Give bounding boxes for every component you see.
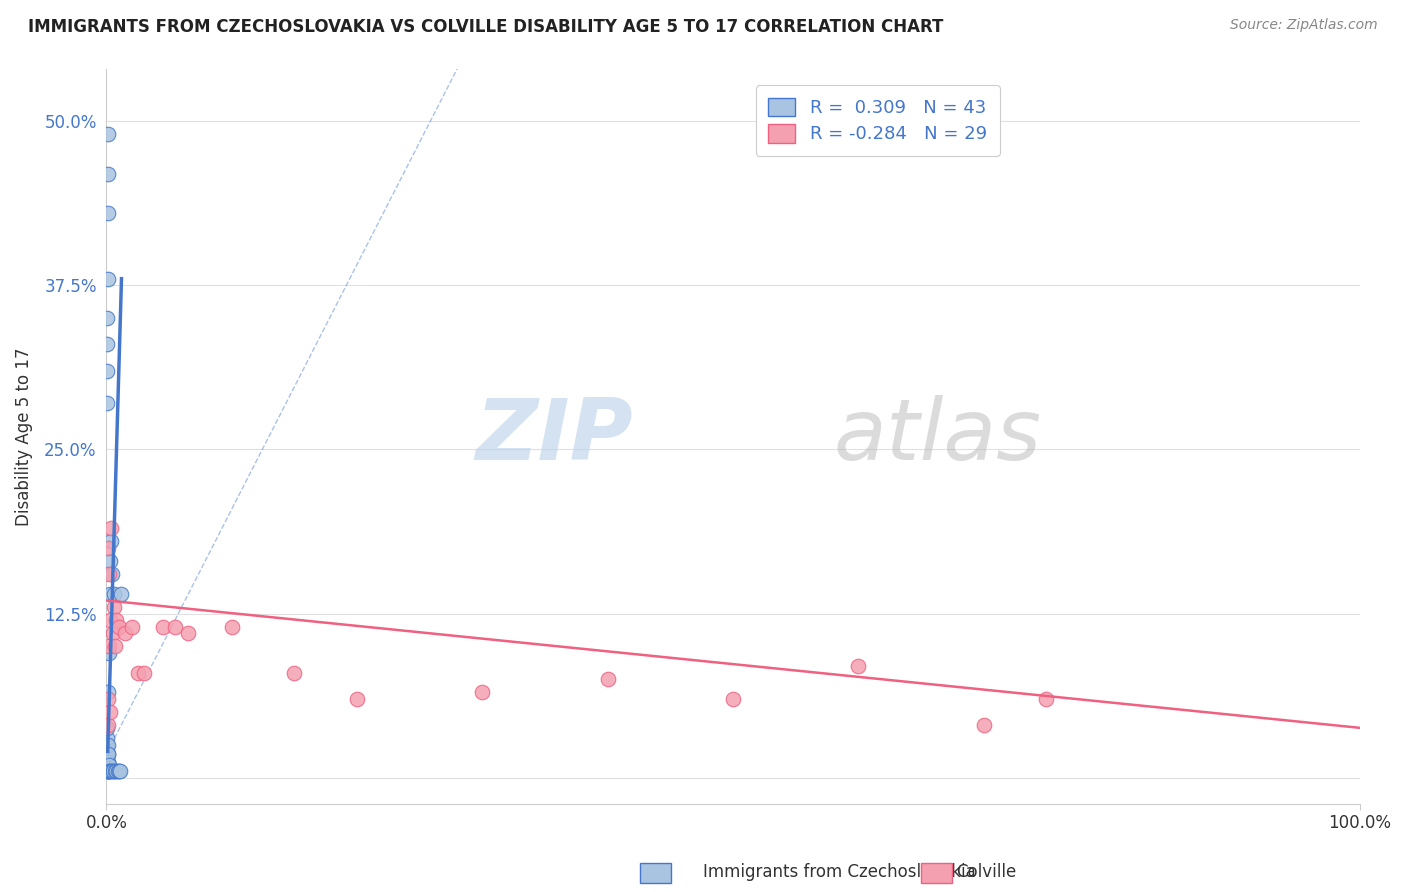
Point bbox=[98, 613, 121, 627]
Point bbox=[101, 626, 124, 640]
Point bbox=[96, 721, 118, 735]
Point bbox=[346, 692, 368, 706]
Point bbox=[97, 764, 120, 779]
Point bbox=[97, 764, 120, 779]
Point bbox=[177, 626, 200, 640]
Text: Source: ZipAtlas.com: Source: ZipAtlas.com bbox=[1230, 18, 1378, 32]
Point bbox=[96, 744, 118, 758]
Point bbox=[104, 764, 127, 779]
Point bbox=[846, 659, 869, 673]
Point bbox=[103, 764, 125, 779]
Point bbox=[97, 738, 120, 752]
Point bbox=[97, 764, 120, 779]
Point bbox=[96, 337, 118, 351]
Point bbox=[105, 764, 128, 779]
Point bbox=[221, 620, 243, 634]
Point bbox=[105, 613, 128, 627]
Point bbox=[100, 567, 122, 582]
Point bbox=[121, 620, 143, 634]
Point bbox=[108, 620, 131, 634]
Point bbox=[103, 599, 125, 614]
Point bbox=[97, 167, 120, 181]
Point bbox=[114, 626, 136, 640]
Point bbox=[97, 764, 120, 779]
Point bbox=[97, 685, 120, 699]
Point bbox=[596, 672, 619, 686]
Point bbox=[165, 620, 187, 634]
Point bbox=[973, 718, 995, 732]
Point bbox=[108, 764, 131, 779]
Point bbox=[100, 534, 122, 549]
Point bbox=[97, 640, 120, 654]
Point bbox=[97, 747, 120, 761]
Point bbox=[100, 521, 122, 535]
Text: IMMIGRANTS FROM CZECHOSLOVAKIA VS COLVILLE DISABILITY AGE 5 TO 17 CORRELATION CH: IMMIGRANTS FROM CZECHOSLOVAKIA VS COLVIL… bbox=[28, 18, 943, 36]
Point bbox=[107, 764, 129, 779]
Point bbox=[97, 541, 120, 555]
Point bbox=[471, 685, 494, 699]
Point bbox=[97, 755, 120, 769]
Point bbox=[98, 646, 121, 660]
Point bbox=[104, 640, 127, 654]
Point bbox=[1035, 692, 1057, 706]
Point bbox=[98, 554, 121, 568]
Point bbox=[103, 587, 125, 601]
Point bbox=[132, 665, 155, 680]
Point bbox=[96, 738, 118, 752]
Point bbox=[96, 751, 118, 765]
Legend: R =  0.309   N = 43, R = -0.284   N = 29: R = 0.309 N = 43, R = -0.284 N = 29 bbox=[755, 85, 1000, 156]
Point bbox=[96, 731, 118, 746]
Point bbox=[97, 206, 120, 220]
Point bbox=[96, 757, 118, 772]
Point bbox=[97, 567, 120, 582]
Point bbox=[110, 764, 132, 779]
Point bbox=[97, 757, 120, 772]
Point bbox=[96, 311, 118, 326]
Point bbox=[110, 587, 132, 601]
Point bbox=[96, 363, 118, 377]
Point bbox=[97, 692, 120, 706]
Point bbox=[97, 757, 120, 772]
Point bbox=[97, 718, 120, 732]
Text: Immigrants from Czechoslovakia: Immigrants from Czechoslovakia bbox=[703, 863, 976, 881]
Point bbox=[97, 271, 120, 285]
Point bbox=[100, 764, 122, 779]
Point bbox=[97, 127, 120, 141]
Text: atlas: atlas bbox=[834, 395, 1042, 478]
Y-axis label: Disability Age 5 to 17: Disability Age 5 to 17 bbox=[15, 347, 32, 525]
Point bbox=[127, 665, 149, 680]
Point bbox=[97, 747, 120, 761]
Point bbox=[152, 620, 174, 634]
Point bbox=[283, 665, 305, 680]
Point bbox=[96, 396, 118, 410]
Point bbox=[721, 692, 744, 706]
Point bbox=[97, 764, 120, 779]
Text: Colville: Colville bbox=[956, 863, 1017, 881]
Point bbox=[96, 764, 118, 779]
Point bbox=[101, 764, 124, 779]
Point bbox=[98, 705, 121, 719]
Point bbox=[98, 587, 121, 601]
Point bbox=[98, 764, 121, 779]
Text: ZIP: ZIP bbox=[475, 395, 633, 478]
